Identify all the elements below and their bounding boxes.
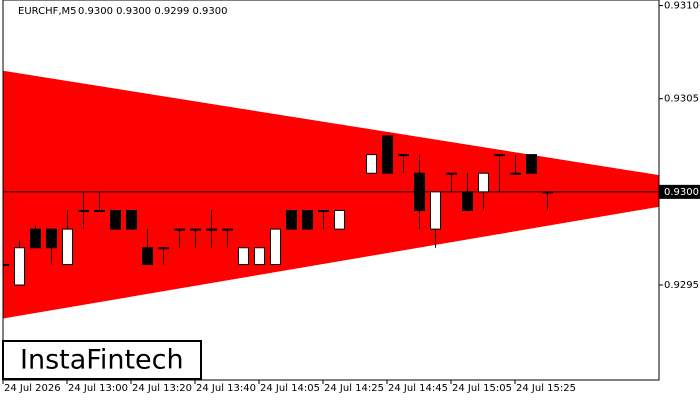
candle-body <box>270 228 281 266</box>
candle-body <box>366 154 377 174</box>
candle-body <box>190 228 201 231</box>
x-tick-label: 24 Jul 15:05 <box>452 383 512 394</box>
candle-body <box>126 209 137 230</box>
candle-body <box>526 154 537 174</box>
current-price-label: 0.9300 <box>664 187 699 198</box>
candle-body <box>110 209 121 230</box>
candle-body <box>382 135 393 174</box>
candle-body <box>430 191 441 230</box>
candle-body <box>510 172 521 175</box>
candle-body <box>254 247 265 266</box>
x-tick-label: 24 Jul 14:25 <box>324 383 384 394</box>
candle-body <box>238 247 249 266</box>
candle-body <box>494 154 505 157</box>
candle-body <box>334 209 345 230</box>
candle-body <box>222 228 233 231</box>
plot-area <box>3 70 659 319</box>
current-price-box <box>659 184 700 199</box>
x-tick-label: 24 Jul 13:20 <box>132 383 192 394</box>
candle-body <box>206 228 217 231</box>
candle-body <box>46 228 57 249</box>
ohlc-text: 0.9300 0.9300 0.9299 0.9300 <box>78 6 228 17</box>
candle-body <box>30 228 41 249</box>
candle-body <box>14 247 25 286</box>
x-tick-label: 24 Jul 13:00 <box>68 383 128 394</box>
candle-body <box>398 154 409 157</box>
candle-body <box>3 264 9 267</box>
y-tick-label: 0.9295 <box>664 280 699 291</box>
x-tick-label: 24 Jul 14:45 <box>388 383 448 394</box>
x-tick-label: 24 Jul 13:40 <box>196 383 256 394</box>
candle-body <box>302 209 313 230</box>
candle-body <box>542 191 553 194</box>
candle-body <box>478 172 489 193</box>
candle-body <box>286 209 297 230</box>
y-tick-label: 0.9305 <box>664 94 699 105</box>
candle-body <box>62 228 73 266</box>
triangle-pattern <box>3 70 659 319</box>
candle-body <box>318 209 329 212</box>
x-tick-label: 24 Jul 2026 <box>4 383 61 394</box>
x-tick-label: 24 Jul 15:25 <box>516 383 576 394</box>
candle-body <box>94 209 105 212</box>
x-tick-label: 24 Jul 14:05 <box>260 383 320 394</box>
candle-body <box>462 191 473 211</box>
symbol: EURCHF,M5 <box>18 6 77 17</box>
brand: InstaFintech <box>20 345 184 376</box>
candle-body <box>78 209 89 212</box>
candle-body <box>414 172 425 211</box>
brand-box <box>2 340 202 380</box>
candle-body <box>142 247 153 266</box>
y-tick-label: 0.9310 <box>664 1 699 12</box>
candle-body <box>174 228 185 231</box>
candle-body <box>446 172 457 175</box>
candle-body <box>158 247 169 250</box>
